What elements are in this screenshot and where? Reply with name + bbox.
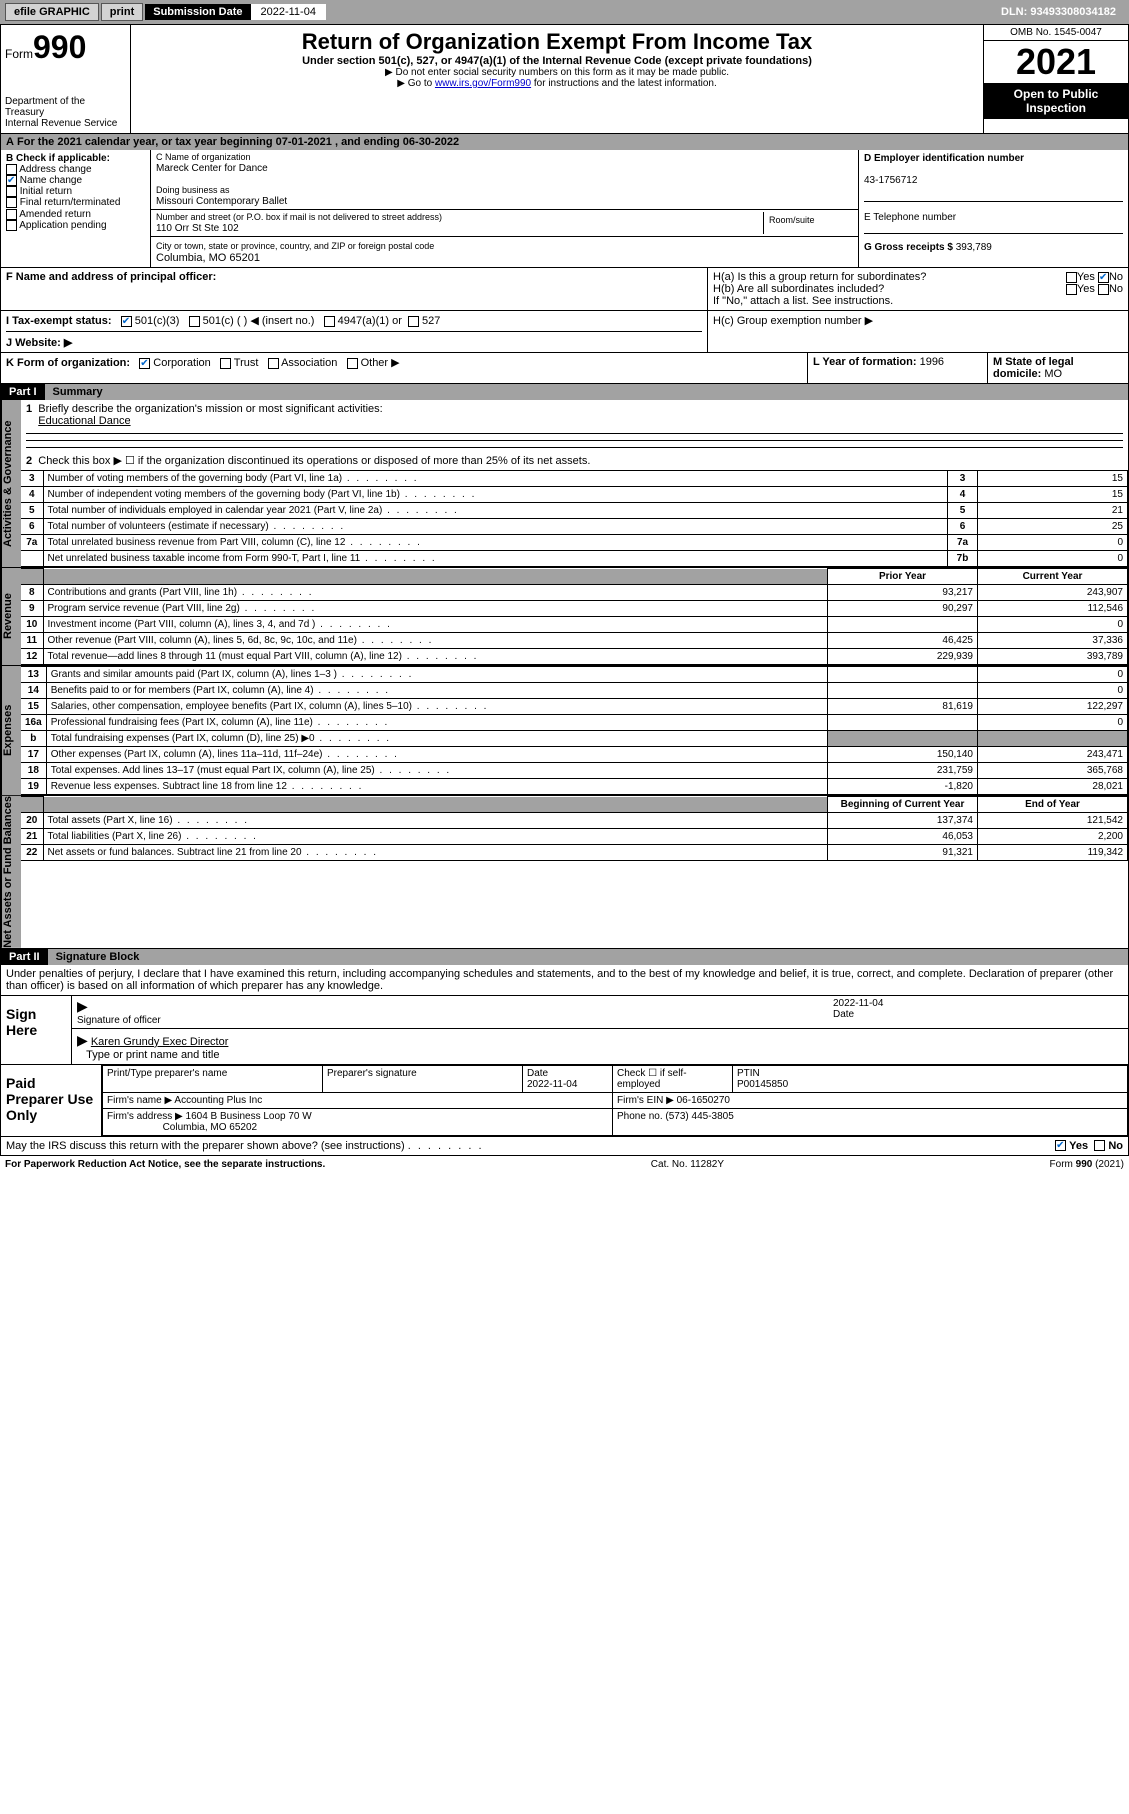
ein-label: D Employer identification number [864,153,1024,164]
subtitle-1: Under section 501(c), 527, or 4947(a)(1)… [135,55,979,67]
website-row: J Website: ▶ [6,331,702,349]
rev-side-label: Revenue [1,568,21,665]
city-value: Columbia, MO 65201 [156,252,260,264]
top-toolbar: efile GRAPHIC print Submission Date 2022… [0,0,1129,24]
may-discuss-row: May the IRS discuss this return with the… [1,1137,1128,1155]
signer-name-label: Type or print name and title [86,1049,219,1061]
ein-value: 43-1756712 [864,175,917,186]
mission-label: Briefly describe the organization's miss… [38,403,382,415]
expenses-table: 13Grants and similar amounts paid (Part … [21,666,1128,795]
dln-value: DLN: 93493308034182 [993,4,1124,20]
phone-label: E Telephone number [864,212,956,223]
submission-date-label: Submission Date [145,4,250,20]
year-formation: L Year of formation: 1996 [808,353,988,383]
exp-side-label: Expenses [1,666,21,795]
mission-value: Educational Dance [38,415,130,427]
dba-value: Missouri Contemporary Ballet [156,196,287,207]
state-domicile: M State of legal domicile: MO [988,353,1128,383]
calendar-year-line: A For the 2021 calendar year, or tax yea… [1,134,1128,150]
sig-date-val: 2022-11-04 [833,998,883,1009]
app-pending-opt[interactable]: Application pending [19,220,106,231]
dba-label: Doing business as [156,185,230,195]
org-name: Mareck Center for Dance [156,163,268,174]
gross-receipts-label: G Gross receipts $ [864,242,953,253]
form-title: Return of Organization Exempt From Incom… [135,29,979,55]
street-label: Number and street (or P.O. box if mail i… [156,212,442,222]
irs-link[interactable]: www.irs.gov/Form990 [435,78,531,89]
section-b-checkboxes: B Check if applicable: Address change Na… [1,150,151,267]
print-button[interactable]: print [101,3,143,21]
addr-change-opt[interactable]: Address change [19,164,91,175]
irs-label: Internal Revenue Service [5,118,126,129]
subtitle-3: ▶ Go to www.irs.gov/Form990 for instruct… [135,78,979,89]
sig-date-label: Date [833,1009,854,1020]
declaration-text: Under penalties of perjury, I declare th… [1,965,1128,996]
footer-mid: Cat. No. 11282Y [651,1159,724,1170]
preparer-table: Print/Type preparer's name Preparer's si… [102,1065,1128,1136]
part2-header: Part II Signature Block [1,949,1128,965]
name-change-opt[interactable]: Name change [20,175,82,186]
signer-name: Karen Grundy Exec Director [91,1036,229,1048]
gross-receipts-value: 393,789 [956,242,992,253]
hb-label: H(b) Are all subordinates included? Yes … [713,283,1123,295]
form-header: Form990 Department of the Treasury Inter… [1,25,1128,134]
subtitle-2: ▶ Do not enter social security numbers o… [135,67,979,78]
city-label: City or town, state or province, country… [156,241,434,251]
form-number: Form990 [5,29,126,66]
part1-header: Part I Summary [1,384,1128,400]
hc-label: H(c) Group exemption number ▶ [713,314,1123,327]
street-value: 110 Orr St Ste 102 [156,223,239,234]
net-assets-table: Beginning of Current YearEnd of Year20To… [21,796,1128,861]
efile-graphic-button[interactable]: efile GRAPHIC [5,3,99,21]
revenue-table: Prior YearCurrent Year8Contributions and… [21,568,1128,665]
paid-preparer-label: Paid Preparer Use Only [1,1065,101,1136]
tax-year: 2021 [984,41,1128,83]
submission-date-value: 2022-11-04 [251,4,326,20]
hb-note: If "No," attach a list. See instructions… [713,295,1123,307]
final-return-opt[interactable]: Final return/terminated [20,198,121,209]
initial-return-opt[interactable]: Initial return [20,186,72,197]
open-inspection: Open to Public Inspection [984,83,1128,119]
sig-officer-label: Signature of officer [77,1015,161,1026]
omb-number: OMB No. 1545-0047 [984,25,1128,41]
discontinued-label: Check this box ▶ ☐ if the organization d… [38,455,590,467]
officer-label: F Name and address of principal officer: [6,271,216,283]
sign-here-label: Sign Here [1,996,71,1064]
net-side-label: Net Assets or Fund Balances [1,796,21,948]
room-label: Room/suite [769,215,815,225]
footer-left: For Paperwork Reduction Act Notice, see … [5,1159,325,1170]
tax-exempt-row: I Tax-exempt status: 501(c)(3) 501(c) ( … [6,314,702,327]
dept-treasury: Department of the Treasury [5,96,126,118]
form-org-row: K Form of organization: Corporation Trus… [1,353,808,383]
governance-table: 3Number of voting members of the governi… [21,470,1128,567]
gov-side-label: Activities & Governance [1,400,21,567]
org-name-label: C Name of organization [156,152,251,162]
footer-right: Form 990 (2021) [1050,1159,1124,1170]
ha-label: H(a) Is this a group return for subordin… [713,271,1123,283]
amended-opt[interactable]: Amended return [19,209,91,220]
